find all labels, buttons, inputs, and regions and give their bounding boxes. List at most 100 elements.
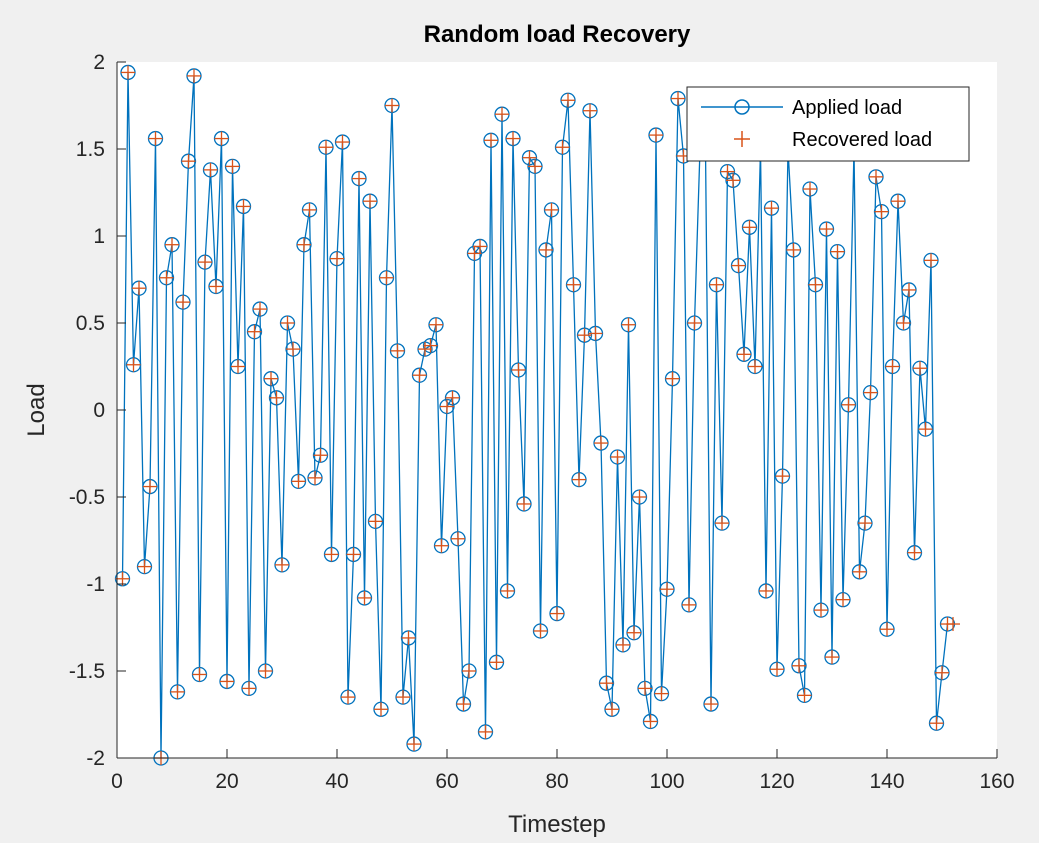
- x-tick-label: 20: [215, 770, 238, 793]
- x-axis-ticks: 0 20 40 60 80 100 120 140 160: [111, 749, 1015, 793]
- recovered-load-point: [330, 251, 344, 266]
- recovered-load-point: [803, 182, 817, 197]
- x-tick-label: 80: [545, 770, 568, 793]
- recovered-load-point: [770, 662, 784, 677]
- recovered-load-point: [797, 688, 812, 703]
- recovered-load-point: [819, 222, 834, 237]
- recovered-load-point: [891, 194, 905, 209]
- recovered-load-point: [682, 597, 696, 612]
- recovered-load-point: [165, 237, 179, 252]
- recovered-load-point: [687, 316, 702, 330]
- recovered-load-point: [374, 702, 388, 717]
- recovered-load-point: [715, 516, 729, 531]
- recovered-load-point: [462, 664, 476, 678]
- legend-circle-icon: [734, 99, 750, 115]
- recovered-load-point: [643, 714, 658, 729]
- recovered-load-point: [346, 547, 361, 562]
- recovered-load-point: [203, 162, 218, 177]
- recovered-load-point: [814, 603, 828, 618]
- recovered-load-point: [434, 538, 449, 553]
- recovered-load-point: [588, 326, 603, 341]
- recovered-load-point: [671, 91, 685, 106]
- recovered-load-point: [935, 665, 949, 680]
- recovered-load-point: [533, 623, 548, 638]
- x-tick-label: 0: [111, 770, 123, 793]
- legend: Applied load Recovered load: [686, 86, 970, 162]
- x-tick-label: 100: [649, 770, 684, 793]
- recovered-load-point: [621, 317, 636, 332]
- recovered-load-point: [308, 470, 322, 485]
- recovered-load-point: [918, 422, 933, 437]
- y-tick-label: 1.5: [76, 138, 105, 161]
- recovered-load-point: [742, 220, 757, 235]
- recovered-load-point: [929, 716, 944, 731]
- recovered-load-point: [610, 449, 625, 464]
- recovered-load-point: [748, 359, 762, 374]
- recovered-load-point: [412, 368, 427, 383]
- recovered-load-point: [572, 472, 586, 487]
- legend-label-recovered: Recovered load: [792, 129, 932, 151]
- recovered-load-point: [924, 253, 938, 268]
- recovered-load-point: [808, 277, 823, 292]
- recovered-load-point: [660, 582, 674, 597]
- x-tick-label: 40: [325, 770, 348, 793]
- recovered-load-point: [143, 479, 157, 494]
- recovered-load-point: [863, 385, 878, 400]
- recovered-load-point: [368, 514, 383, 529]
- recovered-load-point: [225, 159, 240, 174]
- recovered-load-point: [132, 281, 146, 296]
- recovered-load-point: [176, 295, 190, 310]
- recovered-load-point: [319, 140, 333, 155]
- recovered-load-point: [495, 107, 509, 122]
- recovered-load-point: [126, 357, 141, 372]
- recovered-load-point: [880, 622, 894, 637]
- recovered-load-point: [258, 664, 273, 678]
- recovered-load-point: [577, 328, 592, 343]
- recovered-load-point: [473, 239, 487, 254]
- recovered-load-point: [159, 270, 174, 285]
- recovered-load-point: [220, 674, 234, 689]
- y-tick-label: -1: [86, 573, 105, 596]
- recovered-load-point: [396, 690, 410, 705]
- recovered-load-point: [946, 617, 960, 632]
- recovered-load-point: [214, 131, 229, 146]
- recovered-load-point: [852, 564, 867, 579]
- recovered-load-point: [841, 397, 856, 412]
- x-axis-label: Timestep: [508, 811, 606, 838]
- recovered-load-point: [858, 516, 872, 531]
- recovered-load-point: [654, 686, 669, 701]
- recovered-load-point: [335, 135, 350, 150]
- recovered-load-point: [775, 469, 790, 484]
- recovered-load-point: [484, 133, 498, 148]
- x-tick-label: 160: [979, 770, 1014, 793]
- recovered-load-point: [407, 737, 421, 752]
- recovered-load-point: [247, 324, 262, 339]
- recovered-load-point: [231, 359, 245, 374]
- recovered-load-point: [896, 316, 911, 330]
- recovered-load-point: [236, 199, 251, 214]
- recovered-load-point: [616, 637, 630, 652]
- recovered-load-point: [638, 681, 652, 696]
- y-tick-label: 0: [93, 399, 105, 422]
- recovered-load-point: [478, 724, 493, 739]
- recovered-load-point: [423, 338, 438, 353]
- recovered-load-point: [121, 65, 135, 80]
- recovered-load-point: [627, 625, 641, 640]
- x-tick-label: 140: [869, 770, 904, 793]
- recovered-load-point: [913, 361, 927, 376]
- recovered-load-point: [594, 436, 608, 451]
- recovered-load-point: [390, 343, 405, 358]
- recovered-load-point: [583, 103, 597, 118]
- recovered-load-point: [726, 173, 740, 188]
- recovered-load-point: [489, 655, 504, 670]
- recovered-load-point: [445, 390, 460, 405]
- recovered-load-point: [357, 590, 372, 605]
- recovered-load-point: [649, 128, 663, 143]
- recovered-load-point: [451, 531, 465, 546]
- recovered-load-point: [825, 650, 839, 665]
- recovered-load-point: [731, 258, 746, 273]
- recovered-load-point: [566, 277, 581, 292]
- recovered-load-point: [313, 448, 328, 463]
- recovered-load-point: [632, 490, 647, 504]
